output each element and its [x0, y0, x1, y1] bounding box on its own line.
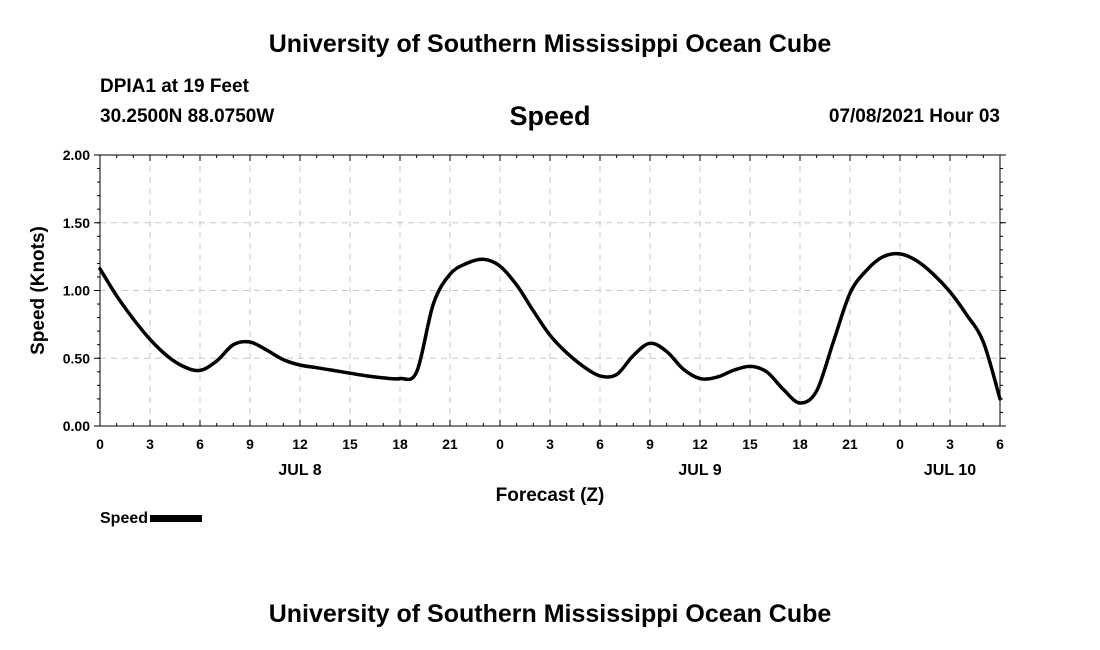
x-tick-label: 6 [996, 436, 1004, 452]
x-tick-label: 3 [146, 436, 154, 452]
day-label: JUL 10 [924, 462, 976, 479]
x-axis-label: Forecast (Z) [496, 485, 605, 506]
x-tick-label: 0 [496, 436, 504, 452]
x-tick-label: 18 [792, 436, 808, 452]
x-tick-label: 9 [246, 436, 254, 452]
top-title: University of Southern Mississippi Ocean… [268, 30, 832, 58]
grid-lines [100, 155, 1000, 426]
x-tick-label: 18 [392, 436, 408, 452]
station-name: DPIA1 at 19 Feet [100, 76, 249, 97]
tick-marks [94, 154, 1006, 427]
x-tick-label: 6 [596, 436, 604, 452]
day-label: JUL 9 [678, 462, 721, 479]
x-tick-label: 9 [646, 436, 654, 452]
x-tick-label: 15 [742, 436, 758, 452]
x-tick-label: 3 [546, 436, 554, 452]
x-tick-label: 0 [896, 436, 904, 452]
y-axis-label: Speed (Knots) [28, 226, 49, 355]
x-tick-label: 6 [196, 436, 204, 452]
legend-line-swatch [150, 515, 203, 523]
bottom-title: University of Southern Mississippi Ocean… [268, 600, 832, 628]
legend: Speed [100, 510, 203, 528]
speed-series-line [98, 251, 1002, 405]
chart-title: Speed [509, 101, 591, 131]
x-tick-label: 12 [292, 436, 308, 452]
y-tick-label: 1.50 [63, 215, 90, 231]
forecast-date: 07/08/2021 Hour 03 [828, 106, 1000, 127]
y-tick-label: 1.00 [63, 283, 90, 299]
y-tick-label: 2.00 [63, 147, 90, 163]
legend-label: Speed [100, 510, 149, 527]
x-tick-label: 21 [442, 436, 458, 452]
tick-labels: 0 3 6 9 12 15 18 21 0 3 6 9 12 15 18 21 0 3 6 0.00 0.50 1.00 1… [63, 147, 1004, 479]
y-tick-label: 0.00 [63, 418, 90, 434]
y-tick-label: 0.50 [63, 350, 90, 366]
x-tick-label: 21 [842, 436, 858, 452]
day-label: JUL 8 [278, 462, 321, 479]
x-tick-label: 3 [946, 436, 954, 452]
x-tick-label: 0 [96, 436, 104, 452]
x-tick-label: 15 [342, 436, 358, 452]
x-tick-label: 12 [692, 436, 708, 452]
station-coordinates: 30.2500N 88.0750W [100, 106, 275, 127]
